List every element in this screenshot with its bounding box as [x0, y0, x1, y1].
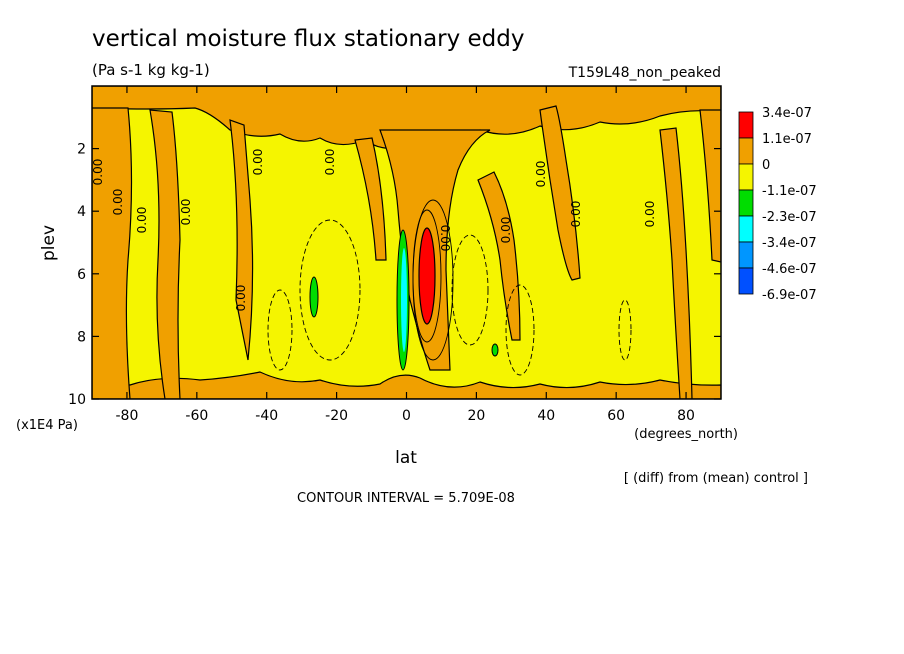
- contour-label: 0.00: [569, 201, 583, 228]
- contour-label: 0.00: [438, 225, 452, 252]
- legend-swatch: [738, 241, 754, 269]
- contour-label: 0.00: [499, 217, 513, 244]
- y-tick-label: 6: [77, 267, 86, 283]
- legend-swatch: [738, 111, 754, 139]
- x-axis-label: lat: [395, 448, 417, 468]
- y-tick-label: 4: [77, 204, 86, 220]
- x-tick-label: 20: [467, 408, 485, 424]
- plot-field: [92, 86, 721, 399]
- legend-level-label: 3.4e-07: [762, 106, 812, 121]
- color-legend: 3.4e-07 1.1e-07 0 -1.1e-07 -2.3e-07 -3.4e-07 -…: [738, 106, 817, 303]
- x-tick-label: 60: [607, 408, 625, 424]
- x-tick-label: -20: [325, 408, 348, 424]
- legend-level-label: -3.4e-07: [762, 236, 817, 251]
- field-column-e: [539, 105, 581, 281]
- run-label: T159L48_non_peaked: [568, 65, 721, 81]
- x-tick-label: -80: [116, 408, 139, 424]
- y-axis-units: (x1E4 Pa): [16, 418, 78, 433]
- legend-level-label: -4.6e-07: [762, 262, 817, 277]
- legend-level-label: 1.1e-07: [762, 132, 812, 147]
- field-bottom-band: [92, 371, 721, 399]
- chart-title: vertical moisture flux stationary eddy: [92, 26, 525, 52]
- contour-label: 0.00: [251, 149, 265, 176]
- field-south-pole: [92, 107, 133, 399]
- field-column-d: [477, 171, 521, 341]
- field-red-max: [418, 227, 436, 325]
- negative-contours: [267, 219, 632, 376]
- y-tick-label: 2: [77, 142, 86, 158]
- legend-swatch: [738, 163, 754, 191]
- x-tick-label: -40: [255, 408, 278, 424]
- y-axis: 2 4 6 8 10: [68, 142, 721, 408]
- chart-units: (Pa s-1 kg kg-1): [92, 61, 210, 79]
- legend-level-label: -2.3e-07: [762, 210, 817, 225]
- field-equator-plume: [379, 129, 491, 371]
- field-column-b: [229, 119, 254, 361]
- field-cyan-core: [401, 248, 407, 352]
- legend-swatch: [738, 189, 754, 217]
- contour-label: 0.00: [323, 149, 337, 176]
- legend-swatch: [738, 137, 754, 165]
- contour-label: 0.00: [135, 207, 149, 234]
- x-tick-label: -60: [185, 408, 208, 424]
- legend-swatch: [738, 215, 754, 243]
- x-axis: -80 -60 -40 -20 0 20 40 60 80: [116, 86, 695, 424]
- contour-label: 0.00: [534, 161, 548, 188]
- x-tick-label: 40: [537, 408, 555, 424]
- x-tick-label: 80: [677, 408, 695, 424]
- x-tick-label: 0: [402, 408, 411, 424]
- contour-label: 0.00: [234, 285, 248, 312]
- contour-label: 0.00: [179, 199, 193, 226]
- y-tick-label: 10: [68, 392, 86, 408]
- field-green-spot-b: [491, 343, 499, 357]
- legend-level-label: -1.1e-07: [762, 184, 817, 199]
- contour-label: 0.00: [111, 189, 125, 216]
- contour-label: 0.00: [91, 159, 105, 186]
- contour-label: 0.00: [643, 201, 657, 228]
- field-column-a: [149, 109, 181, 399]
- contour-interval: CONTOUR INTERVAL = 5.709E-08: [297, 491, 515, 506]
- y-axis-label: plev: [39, 225, 59, 261]
- legend-swatch: [738, 267, 754, 295]
- legend-level-label: 0: [762, 158, 770, 173]
- field-green-spot-a: [309, 276, 319, 318]
- field-column-c: [354, 137, 387, 261]
- legend-level-label: -6.9e-07: [762, 288, 817, 303]
- y-tick-label: 8: [77, 329, 86, 345]
- x-axis-units: (degrees_north): [634, 427, 738, 442]
- contour-labels: 0.00 0.00 0.00 0.00 0.00 0.00 0.00 0.00 …: [91, 149, 657, 312]
- footnote: [ (diff) from (mean) control ]: [624, 471, 808, 486]
- positive-contours: [412, 199, 454, 361]
